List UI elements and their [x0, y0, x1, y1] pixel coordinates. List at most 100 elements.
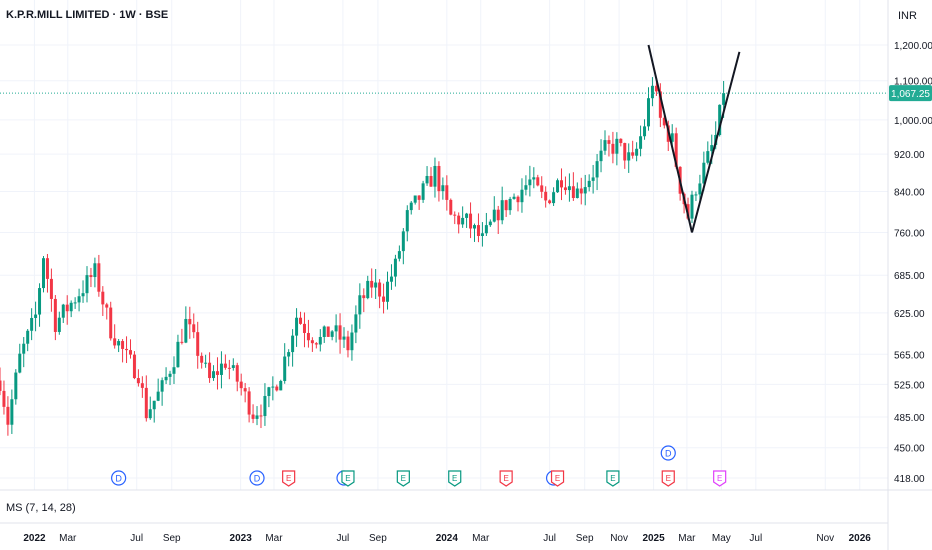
candle-body: [449, 199, 453, 215]
candle-body: [0, 380, 2, 391]
candle-body: [635, 148, 639, 156]
grid-lines: [0, 0, 888, 490]
candle-body: [136, 378, 140, 384]
candle-body: [89, 275, 93, 278]
candle-body: [544, 191, 548, 201]
y-tick-label: 920.00: [894, 150, 925, 161]
earnings-marker-label: E: [286, 474, 291, 483]
candle-body: [619, 138, 623, 144]
candle-body: [694, 194, 698, 196]
candle-body: [219, 363, 223, 375]
candle-body: [488, 221, 492, 226]
candle-body: [346, 336, 350, 351]
candle-body: [429, 175, 433, 187]
candle-body: [148, 409, 152, 419]
candle-body: [160, 380, 164, 392]
earnings-marker: [550, 470, 565, 487]
candle-body: [291, 335, 295, 353]
candle-body: [358, 295, 362, 315]
candle-body: [583, 187, 587, 194]
candle-body: [658, 91, 662, 118]
candle-body: [275, 386, 279, 391]
candle-body: [168, 373, 172, 377]
candle-body: [393, 258, 397, 277]
y-tick-label: 685.00: [894, 271, 925, 282]
candle-body: [599, 150, 603, 162]
pattern-overlay: [0, 44, 888, 233]
candle-body: [259, 415, 263, 417]
candle-body: [654, 85, 658, 92]
candle-body: [61, 304, 65, 318]
candle-body: [500, 200, 504, 221]
candle-body: [492, 209, 496, 222]
candle-body: [231, 365, 235, 368]
dividend-marker: [660, 445, 676, 461]
candle-body: [571, 186, 575, 198]
candle-body: [318, 336, 322, 345]
candle-body: [646, 98, 650, 127]
candle-body: [172, 367, 176, 374]
candle-body: [334, 325, 338, 332]
candle-body: [559, 180, 563, 188]
candle-body: [548, 200, 552, 204]
candle-body: [567, 186, 571, 191]
candle-body: [413, 195, 417, 203]
candle-body: [125, 348, 129, 351]
candle-body: [223, 363, 227, 368]
candle-body: [239, 381, 243, 389]
x-tick-label: Sep: [163, 533, 181, 544]
candle-body: [706, 151, 710, 163]
candle-body: [299, 317, 303, 324]
x-tick-label: 2024: [436, 533, 459, 544]
candle-body: [718, 104, 722, 135]
earnings-marker: [499, 470, 513, 487]
candle-body: [595, 161, 599, 178]
candle-body: [283, 356, 287, 381]
y-tick-label: 525.00: [894, 380, 925, 391]
earnings-marker-label: E: [503, 474, 508, 483]
y-tick-label: 418.00: [894, 474, 925, 485]
x-tick-label: Mar: [472, 533, 490, 544]
candle-body: [243, 388, 247, 392]
x-tick-label: 2026: [849, 533, 872, 544]
candle-body: [473, 225, 477, 229]
candle-body: [516, 196, 520, 203]
candle-body: [81, 293, 85, 297]
candle-body: [121, 341, 125, 349]
y-tick-label: 760.00: [894, 229, 925, 240]
candle-body: [73, 302, 77, 304]
candle-body: [6, 406, 10, 425]
candle-body: [196, 332, 200, 356]
price-axis: 418.00 450.00 485.00 525.00 565.00 625.00 685.…: [887, 0, 932, 550]
candle-body: [504, 200, 508, 211]
candle-body: [184, 318, 188, 343]
candle-body: [302, 323, 306, 333]
x-tick-label: Nov: [816, 533, 834, 544]
earnings-marker-label: E: [452, 474, 457, 483]
candle-body: [722, 93, 726, 105]
candle-body: [631, 152, 635, 156]
candle-body: [330, 331, 334, 337]
candle-body: [41, 258, 45, 289]
candle-body: [607, 140, 611, 144]
candle-body: [77, 296, 81, 303]
candle-body: [30, 317, 34, 331]
candle-body: [354, 314, 358, 333]
candle-body: [117, 341, 121, 346]
candle-body: [93, 263, 97, 278]
y-tick-label: 1,100.00: [894, 77, 932, 88]
candle-body: [156, 391, 160, 401]
candle-body: [386, 281, 390, 302]
candle-body: [176, 341, 180, 368]
candle-body: [698, 183, 702, 195]
candle-body: [425, 175, 429, 184]
candle-body: [639, 136, 643, 149]
x-tick-label: Nov: [610, 533, 628, 544]
dividend-marker-label: D: [665, 449, 672, 459]
indicator-legend[interactable]: MS (7, 14, 28): [6, 502, 76, 514]
pattern-trendline: [647, 44, 693, 233]
candle-body: [26, 330, 30, 344]
candle-body: [690, 194, 694, 219]
earnings-marker: [661, 470, 675, 487]
